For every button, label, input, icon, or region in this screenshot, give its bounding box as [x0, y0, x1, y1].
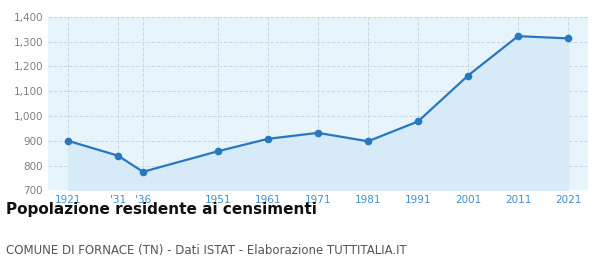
Text: COMUNE DI FORNACE (TN) - Dati ISTAT - Elaborazione TUTTITALIA.IT: COMUNE DI FORNACE (TN) - Dati ISTAT - El… — [6, 244, 407, 256]
Text: Popolazione residente ai censimenti: Popolazione residente ai censimenti — [6, 202, 317, 217]
